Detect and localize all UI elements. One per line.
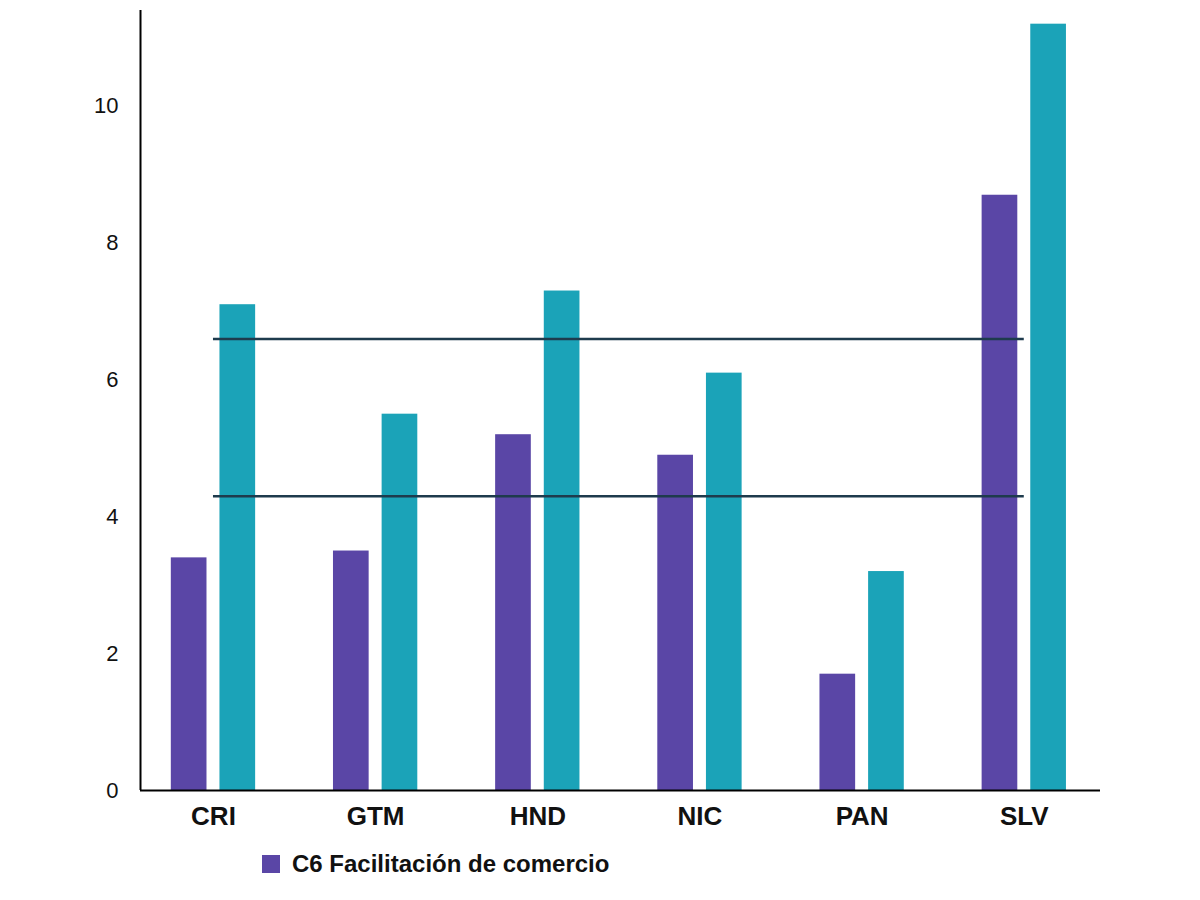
- svg-text:NIC: NIC: [678, 801, 723, 831]
- svg-text:GTM: GTM: [347, 801, 405, 831]
- svg-text:10: 10: [94, 93, 118, 118]
- svg-text:HND: HND: [510, 801, 566, 831]
- svg-text:PAN: PAN: [836, 801, 889, 831]
- svg-text:4: 4: [106, 504, 118, 529]
- svg-text:CRI: CRI: [191, 801, 236, 831]
- svg-text:2: 2: [106, 641, 118, 666]
- svg-text:SLV: SLV: [1000, 801, 1049, 831]
- html-text:C6 Facilitación de comercio: C6 Facilitación de comercio: [292, 850, 610, 877]
- svg-text:0: 0: [106, 778, 118, 803]
- svg-text:8: 8: [106, 230, 118, 255]
- svg-text:6: 6: [106, 367, 118, 392]
